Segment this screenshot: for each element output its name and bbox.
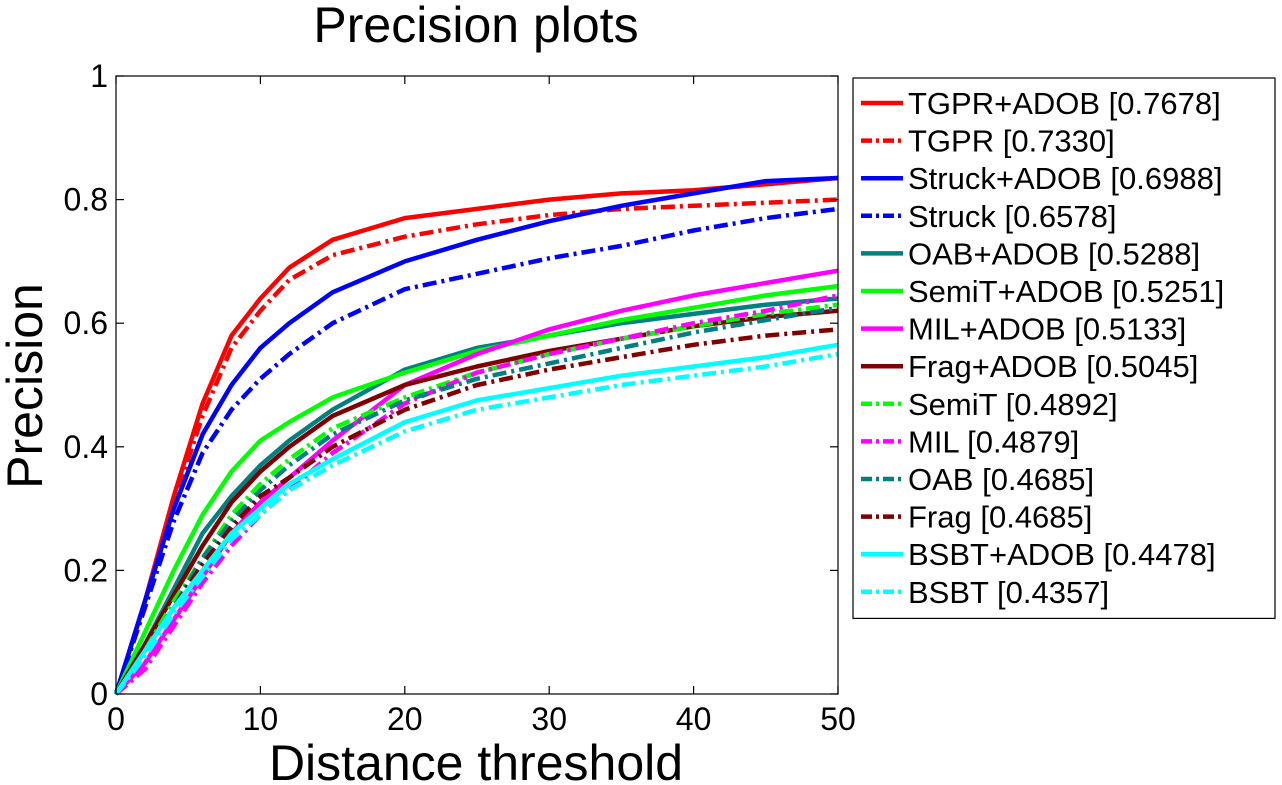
legend-label-10: MIL [0.4879] xyxy=(908,424,1079,459)
legend-box xyxy=(852,77,1276,620)
y-tick-label: 1 xyxy=(90,58,108,94)
legend-label-6: SemiT+ADOB [0.5251] xyxy=(908,274,1224,309)
legend-label-12: Frag [0.4685] xyxy=(908,500,1092,535)
legend-label-2: TGPR [0.7330] xyxy=(908,124,1115,159)
legend-label-11: OAB [0.4685] xyxy=(908,462,1094,497)
y-tick-label: 0.8 xyxy=(64,182,108,218)
x-tick-label: 40 xyxy=(676,701,712,737)
legend-label-3: Struck+ADOB [0.6988] xyxy=(908,161,1222,196)
legend-label-13: BSBT+ADOB [0.4478] xyxy=(908,537,1216,572)
x-axis-label: Distance threshold xyxy=(269,735,683,785)
x-tick-label: 30 xyxy=(531,701,567,737)
series-line-10 xyxy=(114,293,839,696)
legend-label-1: TGPR+ADOB [0.7678] xyxy=(908,86,1221,121)
y-tick-label: 0.6 xyxy=(64,305,108,341)
series-line-5 xyxy=(114,296,839,696)
series-lines xyxy=(113,175,839,696)
legend-label-9: SemiT [0.4892] xyxy=(908,387,1118,422)
axes-frame xyxy=(115,75,839,695)
chart-title: Precision plots xyxy=(313,0,638,53)
x-tick-label: 0 xyxy=(107,701,125,737)
legend-label-7: MIL+ADOB [0.5133] xyxy=(908,312,1186,347)
y-tick-label: 0 xyxy=(90,676,108,712)
series-line-13 xyxy=(114,342,839,696)
series-line-6 xyxy=(113,283,839,695)
series-line-1 xyxy=(113,175,839,695)
x-tick-label: 10 xyxy=(243,701,279,737)
series-line-2 xyxy=(113,197,839,695)
legend-label-8: Frag+ADOB [0.5045] xyxy=(908,349,1198,384)
y-tick-label: 0.2 xyxy=(64,552,108,588)
series-line-3 xyxy=(113,175,839,695)
series-line-8 xyxy=(114,308,839,696)
series-line-4 xyxy=(113,206,839,695)
legend-label-14: BSBT [0.4357] xyxy=(908,575,1109,610)
legend-label-5: OAB+ADOB [0.5288] xyxy=(908,236,1200,271)
x-tick-label: 50 xyxy=(820,701,856,737)
y-axis-label: Precision xyxy=(0,283,53,489)
legend-label-4: Struck [0.6578] xyxy=(908,199,1117,234)
axes: 0 10 20 30 40 50 0 0.2 0.4 0.6 0.8 1 xyxy=(64,58,856,737)
y-tick-label: 0.4 xyxy=(64,429,108,465)
x-tick-label: 20 xyxy=(387,701,423,737)
series-line-14 xyxy=(114,351,839,696)
series-line-7 xyxy=(114,268,839,696)
legend: TGPR+ADOB [0.7678]TGPR [0.7330]Struck+AD… xyxy=(852,77,1276,620)
